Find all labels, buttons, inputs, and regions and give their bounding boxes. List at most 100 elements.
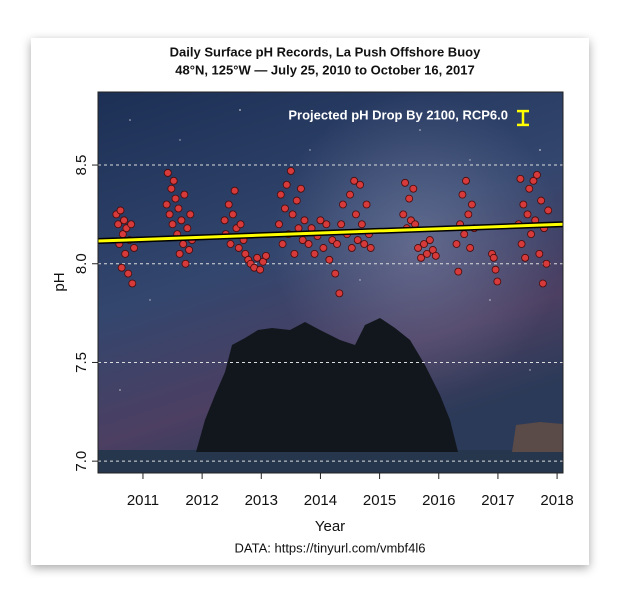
- data-point: [521, 253, 530, 262]
- data-point: [516, 174, 525, 183]
- data-point: [462, 176, 470, 185]
- data-point: [360, 240, 369, 248]
- data-point: [458, 190, 467, 199]
- data-point: [114, 220, 123, 229]
- trend-line: [97, 222, 564, 243]
- data-point: [120, 216, 128, 225]
- data-point: [275, 220, 283, 229]
- data-point: [350, 176, 359, 185]
- data-point: [228, 210, 237, 219]
- data-point: [529, 176, 538, 185]
- data-point: [339, 200, 347, 209]
- data-point: [466, 244, 475, 252]
- data-point: [165, 210, 174, 219]
- plot-area: [97, 164, 564, 462]
- data-point: [186, 210, 195, 219]
- data-point: [346, 190, 354, 199]
- data-point: [290, 249, 299, 258]
- data-point: [527, 230, 535, 239]
- data-point: [162, 200, 171, 209]
- data-point: [130, 244, 138, 252]
- data-point: [300, 216, 309, 225]
- data-point: [117, 263, 126, 272]
- x-tick-label: 2017: [481, 492, 514, 509]
- data-point: [517, 240, 526, 248]
- projection-bar: [517, 109, 529, 127]
- data-point: [525, 184, 534, 193]
- data-point: [423, 249, 431, 258]
- data-point: [420, 240, 428, 248]
- chart-subtitle: 48°N, 125°W — July 25, 2010 to October 1…: [175, 62, 474, 77]
- source-note: DATA: https://tinyurl.com/vmbf4l6: [235, 540, 426, 555]
- x-tick-label: 2018: [540, 492, 573, 509]
- y-axis-label: pH: [51, 272, 68, 291]
- data-point: [181, 259, 190, 268]
- data-point: [542, 259, 551, 268]
- data-point: [185, 246, 194, 254]
- data-point: [224, 200, 233, 209]
- data-point: [538, 279, 547, 288]
- plot-frame: [97, 91, 564, 474]
- x-tick-label: 2013: [245, 492, 278, 509]
- x-tick-label: 2012: [185, 492, 218, 509]
- data-point: [319, 244, 328, 252]
- data-point: [322, 220, 331, 229]
- data-point: [401, 178, 409, 187]
- y-tick-label: 8.5: [73, 155, 90, 176]
- y-tick-label: 8.0: [73, 253, 90, 274]
- data-point: [464, 210, 473, 219]
- data-point: [489, 253, 498, 262]
- data-point: [425, 236, 434, 244]
- data-point: [535, 249, 544, 258]
- data-point: [467, 200, 476, 209]
- data-point: [304, 240, 313, 248]
- data-point: [262, 251, 270, 260]
- data-point: [121, 249, 130, 258]
- data-point: [281, 204, 289, 213]
- data-point: [276, 190, 285, 199]
- data-point: [491, 265, 500, 274]
- data-point: [310, 249, 319, 258]
- data-point: [167, 184, 176, 193]
- data-point: [325, 255, 334, 264]
- data-point: [116, 206, 125, 215]
- y-tick-label: 7.0: [73, 451, 90, 472]
- data-point: [183, 224, 192, 233]
- data-point: [431, 251, 440, 260]
- data-point: [292, 196, 301, 205]
- annotation-text: Projected pH Drop By 2100, RCP6.0: [288, 107, 508, 122]
- data-point: [171, 194, 180, 203]
- data-point: [236, 220, 245, 229]
- data-point: [333, 240, 341, 248]
- data-point: [357, 220, 366, 229]
- data-point: [493, 277, 502, 286]
- data-point: [533, 171, 541, 179]
- data-point: [409, 184, 418, 193]
- data-point: [316, 216, 325, 225]
- data-point: [519, 200, 528, 209]
- data-point: [362, 200, 371, 209]
- data-point: [417, 253, 425, 262]
- data-point: [234, 244, 243, 252]
- data-point: [253, 253, 262, 262]
- data-point: [288, 210, 297, 219]
- data-point: [177, 216, 186, 225]
- data-point: [124, 269, 133, 278]
- data-point: [282, 180, 291, 189]
- data-point: [175, 249, 184, 258]
- data-point: [405, 194, 414, 203]
- x-tick-label: 2016: [422, 492, 455, 509]
- data-point: [128, 279, 137, 288]
- data-point: [452, 240, 461, 248]
- y-tick-label: 7.5: [73, 352, 90, 373]
- x-tick-label: 2014: [304, 492, 337, 509]
- data-point: [544, 206, 553, 215]
- x-tick-label: 2015: [363, 492, 396, 509]
- data-point: [414, 244, 422, 252]
- data-point: [179, 240, 188, 248]
- background-photo: [98, 92, 563, 473]
- data-point: [454, 267, 463, 276]
- data-point: [331, 269, 340, 278]
